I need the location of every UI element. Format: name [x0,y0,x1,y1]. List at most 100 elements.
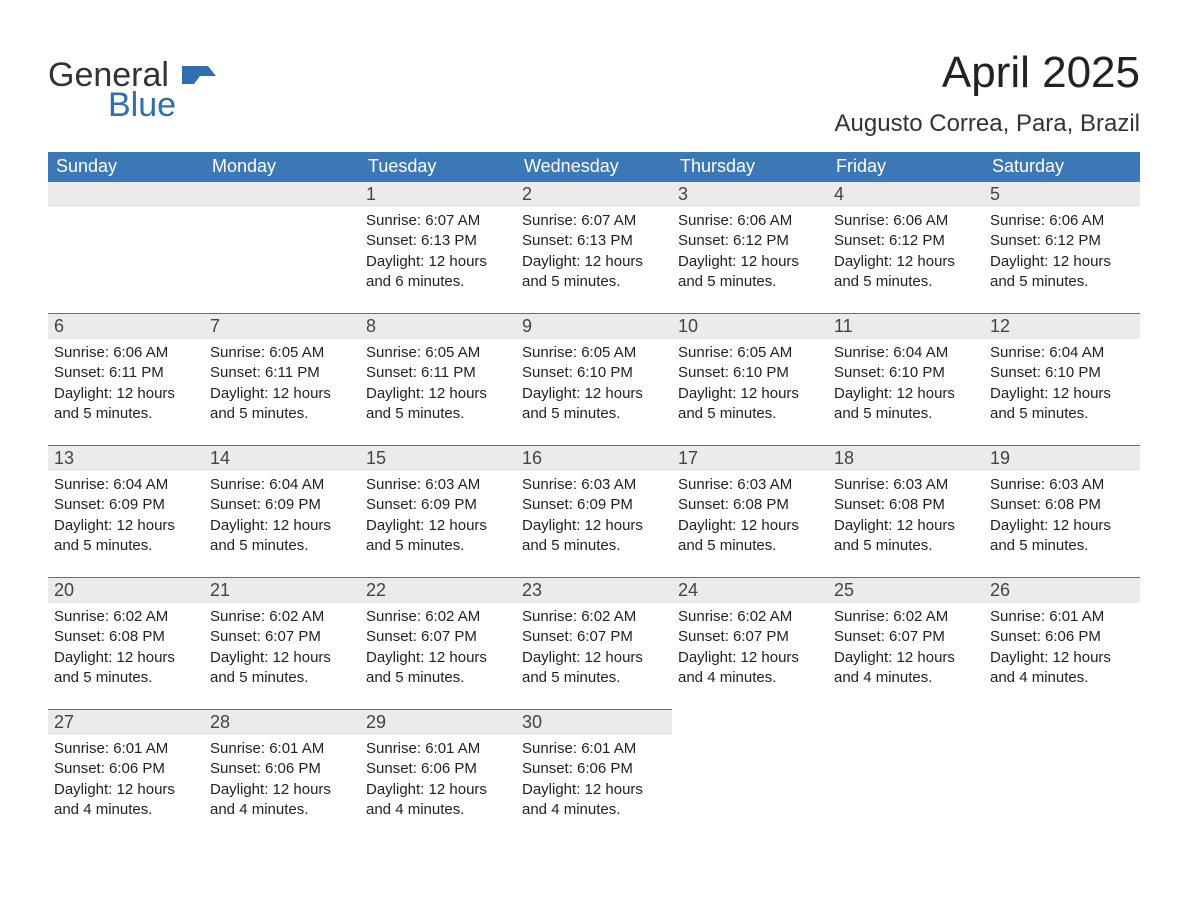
sunset-text: Sunset: 6:07 PM [834,627,978,647]
calendar-cell: 16Sunrise: 6:03 AMSunset: 6:09 PMDayligh… [516,445,672,577]
daylight-text: Daylight: 12 hours and 5 minutes. [54,384,198,425]
day-details: Sunrise: 6:02 AMSunset: 6:08 PMDaylight:… [48,603,204,692]
calendar-cell: 19Sunrise: 6:03 AMSunset: 6:08 PMDayligh… [984,445,1140,577]
sunset-text: Sunset: 6:09 PM [522,495,666,515]
sunrise-text: Sunrise: 6:02 AM [54,607,198,627]
day-number: 4 [828,181,984,207]
calendar-week-row: 27Sunrise: 6:01 AMSunset: 6:06 PMDayligh… [48,709,1140,841]
day-number: 25 [828,577,984,603]
calendar-cell: 27Sunrise: 6:01 AMSunset: 6:06 PMDayligh… [48,709,204,841]
weekday-header: Wednesday [516,152,672,181]
calendar-week-row: 1Sunrise: 6:07 AMSunset: 6:13 PMDaylight… [48,181,1140,313]
sunrise-text: Sunrise: 6:02 AM [366,607,510,627]
day-number: 28 [204,709,360,735]
calendar-cell: 12Sunrise: 6:04 AMSunset: 6:10 PMDayligh… [984,313,1140,445]
calendar-cell: 3Sunrise: 6:06 AMSunset: 6:12 PMDaylight… [672,181,828,313]
day-details: Sunrise: 6:03 AMSunset: 6:09 PMDaylight:… [516,471,672,560]
daylight-text: Daylight: 12 hours and 5 minutes. [366,516,510,557]
calendar-cell: 5Sunrise: 6:06 AMSunset: 6:12 PMDaylight… [984,181,1140,313]
calendar-cell: 11Sunrise: 6:04 AMSunset: 6:10 PMDayligh… [828,313,984,445]
day-number: 7 [204,313,360,339]
sunrise-text: Sunrise: 6:04 AM [834,343,978,363]
day-details: Sunrise: 6:04 AMSunset: 6:09 PMDaylight:… [204,471,360,560]
weekday-header: Thursday [672,152,828,181]
day-number: 18 [828,445,984,471]
sunset-text: Sunset: 6:06 PM [366,759,510,779]
sunset-text: Sunset: 6:12 PM [990,231,1134,251]
calendar-cell: 6Sunrise: 6:06 AMSunset: 6:11 PMDaylight… [48,313,204,445]
day-number: 9 [516,313,672,339]
calendar-cell: 4Sunrise: 6:06 AMSunset: 6:12 PMDaylight… [828,181,984,313]
month-title: April 2025 [835,48,1140,98]
daylight-text: Daylight: 12 hours and 4 minutes. [366,780,510,821]
sunrise-text: Sunrise: 6:04 AM [210,475,354,495]
calendar-cell: 29Sunrise: 6:01 AMSunset: 6:06 PMDayligh… [360,709,516,841]
calendar-cell [672,709,828,841]
sunrise-text: Sunrise: 6:05 AM [522,343,666,363]
sunset-text: Sunset: 6:11 PM [54,363,198,383]
day-number: 30 [516,709,672,735]
calendar-cell: 13Sunrise: 6:04 AMSunset: 6:09 PMDayligh… [48,445,204,577]
weekday-header: Tuesday [360,152,516,181]
sunrise-text: Sunrise: 6:02 AM [210,607,354,627]
calendar-cell [828,709,984,841]
day-number: 21 [204,577,360,603]
header: General Blue April 2025 Augusto Correa, … [48,48,1140,138]
sunset-text: Sunset: 6:11 PM [210,363,354,383]
day-details: Sunrise: 6:01 AMSunset: 6:06 PMDaylight:… [516,735,672,824]
sunset-text: Sunset: 6:06 PM [990,627,1134,647]
day-number: 23 [516,577,672,603]
sunset-text: Sunset: 6:10 PM [990,363,1134,383]
sunset-text: Sunset: 6:09 PM [366,495,510,515]
day-details: Sunrise: 6:01 AMSunset: 6:06 PMDaylight:… [984,603,1140,692]
calendar-cell [984,709,1140,841]
calendar-cell: 20Sunrise: 6:02 AMSunset: 6:08 PMDayligh… [48,577,204,709]
calendar-cell: 1Sunrise: 6:07 AMSunset: 6:13 PMDaylight… [360,181,516,313]
daylight-text: Daylight: 12 hours and 5 minutes. [522,516,666,557]
sunrise-text: Sunrise: 6:07 AM [522,211,666,231]
calendar-cell [48,181,204,313]
sunset-text: Sunset: 6:07 PM [522,627,666,647]
daylight-text: Daylight: 12 hours and 5 minutes. [678,516,822,557]
day-details: Sunrise: 6:03 AMSunset: 6:08 PMDaylight:… [828,471,984,560]
location-text: Augusto Correa, Para, Brazil [835,110,1140,138]
day-details: Sunrise: 6:03 AMSunset: 6:09 PMDaylight:… [360,471,516,560]
sunrise-text: Sunrise: 6:02 AM [678,607,822,627]
daylight-text: Daylight: 12 hours and 5 minutes. [990,516,1134,557]
day-number: 10 [672,313,828,339]
daylight-text: Daylight: 12 hours and 4 minutes. [990,648,1134,689]
day-details: Sunrise: 6:01 AMSunset: 6:06 PMDaylight:… [204,735,360,824]
sunset-text: Sunset: 6:06 PM [210,759,354,779]
sunrise-text: Sunrise: 6:05 AM [366,343,510,363]
sunrise-text: Sunrise: 6:03 AM [366,475,510,495]
day-number: 11 [828,313,984,339]
day-number: 6 [48,313,204,339]
day-details: Sunrise: 6:06 AMSunset: 6:12 PMDaylight:… [984,207,1140,296]
weekday-header: Monday [204,152,360,181]
daylight-text: Daylight: 12 hours and 6 minutes. [366,252,510,293]
sunset-text: Sunset: 6:13 PM [366,231,510,251]
day-details: Sunrise: 6:04 AMSunset: 6:09 PMDaylight:… [48,471,204,560]
weekday-header: Sunday [48,152,204,181]
day-details: Sunrise: 6:01 AMSunset: 6:06 PMDaylight:… [48,735,204,824]
calendar-cell: 18Sunrise: 6:03 AMSunset: 6:08 PMDayligh… [828,445,984,577]
day-details: Sunrise: 6:05 AMSunset: 6:11 PMDaylight:… [204,339,360,428]
calendar-week-row: 6Sunrise: 6:06 AMSunset: 6:11 PMDaylight… [48,313,1140,445]
daylight-text: Daylight: 12 hours and 5 minutes. [678,252,822,293]
brand-logo: General Blue [48,58,216,122]
sunrise-text: Sunrise: 6:07 AM [366,211,510,231]
day-details: Sunrise: 6:02 AMSunset: 6:07 PMDaylight:… [828,603,984,692]
daylight-text: Daylight: 12 hours and 5 minutes. [366,384,510,425]
sunset-text: Sunset: 6:08 PM [990,495,1134,515]
daylight-text: Daylight: 12 hours and 5 minutes. [210,516,354,557]
day-number: 17 [672,445,828,471]
day-details: Sunrise: 6:06 AMSunset: 6:12 PMDaylight:… [672,207,828,296]
brand-flag-icon [182,56,216,94]
day-details: Sunrise: 6:03 AMSunset: 6:08 PMDaylight:… [672,471,828,560]
sunrise-text: Sunrise: 6:06 AM [990,211,1134,231]
day-number: 1 [360,181,516,207]
sunset-text: Sunset: 6:10 PM [678,363,822,383]
sunrise-text: Sunrise: 6:02 AM [834,607,978,627]
day-number: 5 [984,181,1140,207]
day-details: Sunrise: 6:07 AMSunset: 6:13 PMDaylight:… [360,207,516,296]
